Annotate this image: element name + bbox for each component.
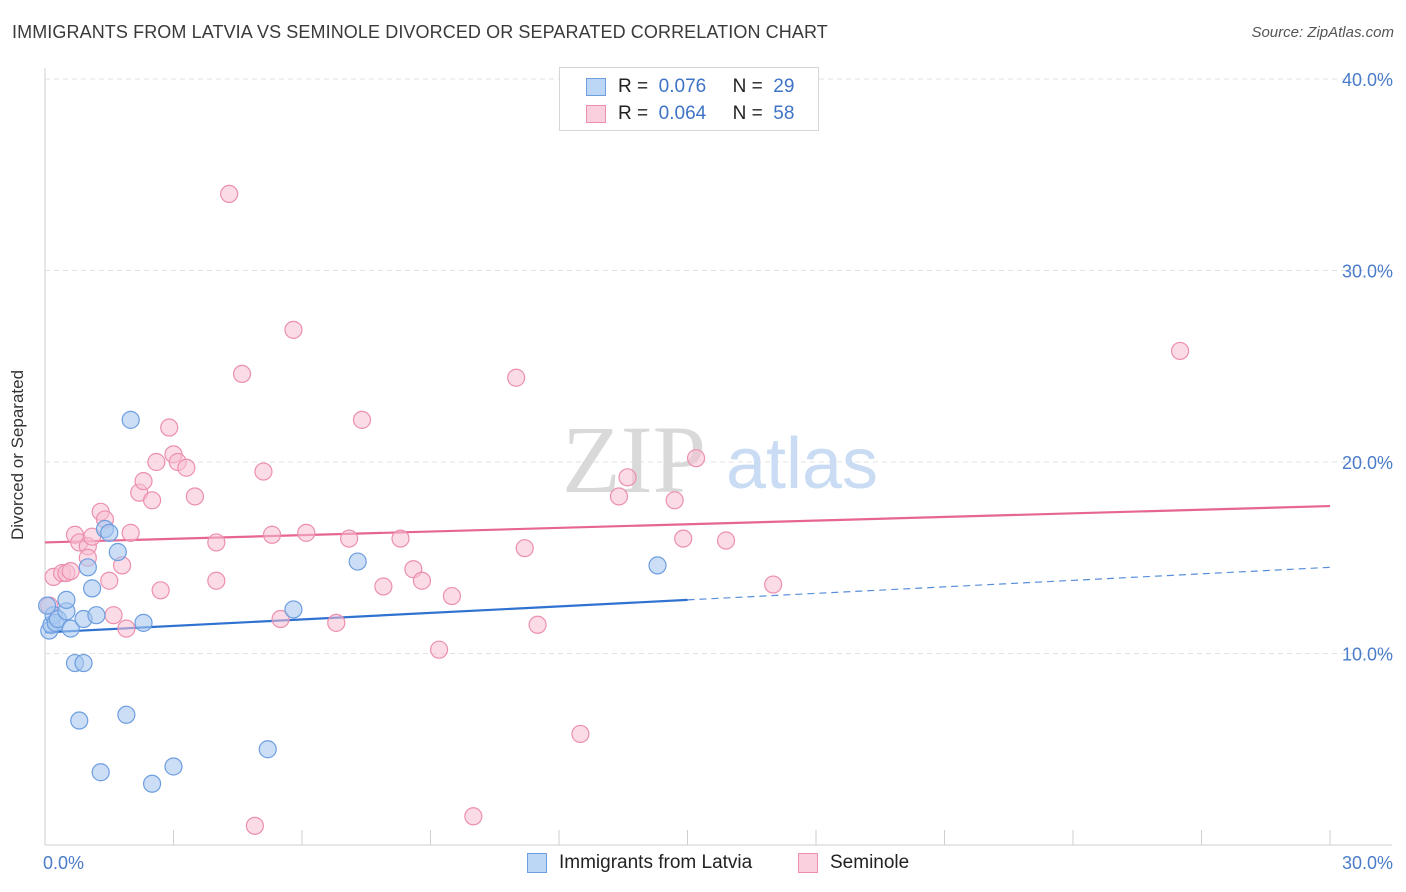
x-tick-label-min: 0.0% [43, 853, 84, 873]
latvia-point [38, 596, 57, 615]
legend-r-seminole: 0.064 [658, 103, 707, 124]
y-tick-label: 10.0% [1342, 645, 1393, 665]
legend-n-latvia: 29 [773, 76, 795, 97]
y-tick-label: 20.0% [1342, 453, 1393, 473]
seminole-point [245, 816, 264, 835]
gridlines [45, 78, 1392, 654]
seminole-point [515, 539, 534, 558]
watermark-atlas: atlas [726, 424, 878, 504]
legend-r-latvia: 0.076 [658, 76, 707, 97]
latvia-point [91, 763, 110, 782]
legend-r-label: R = [618, 103, 649, 124]
latvia-point [258, 740, 277, 759]
seminole-point [1170, 341, 1190, 361]
seminole-point [100, 571, 119, 590]
seminole-point [61, 562, 80, 581]
seminole-point [352, 410, 372, 429]
seminole-point [609, 487, 629, 506]
seminole-point [297, 523, 316, 542]
seminole-point [716, 531, 736, 550]
latvia-trend-extension [687, 566, 1331, 601]
trend-lines [44, 504, 1331, 634]
seminole-point [674, 529, 693, 548]
x-tick-label-max: 30.0% [1342, 853, 1393, 873]
legend-swatch-latvia [586, 78, 606, 96]
bottom-legend-swatch-seminole [798, 853, 818, 873]
legend-n-seminole: 58 [773, 103, 795, 124]
seminole-point [160, 418, 179, 437]
seminole-point [232, 364, 252, 384]
latvia-point [78, 558, 97, 577]
legend-r-label: R = [618, 76, 649, 97]
seminole-point [327, 613, 346, 632]
seminole-point [464, 807, 483, 826]
latvia-point [648, 556, 667, 575]
seminole-point [254, 462, 273, 481]
seminole-point [207, 533, 226, 552]
seminole-point [177, 458, 196, 477]
latvia-point [164, 757, 183, 776]
legend-n-label: N = [732, 76, 763, 97]
seminole-point [340, 529, 359, 548]
seminole-point [429, 640, 449, 659]
seminole-point [618, 468, 637, 487]
chart-title: IMMIGRANTS FROM LATVIA VS SEMINOLE DIVOR… [12, 22, 828, 42]
latvia-point [74, 653, 93, 673]
latvia-point [61, 619, 80, 638]
seminole-point [220, 184, 239, 203]
seminole-point [665, 491, 684, 510]
seminole-point [686, 449, 706, 468]
bottom-legend-label-seminole: Seminole [830, 852, 910, 873]
latvia-point [100, 523, 119, 542]
seminole-point [185, 487, 205, 506]
latvia-point [70, 711, 89, 730]
seminole-point [151, 581, 170, 600]
seminole-point [147, 452, 166, 472]
latvia-point [83, 579, 102, 598]
seminole-points [40, 184, 1190, 835]
seminole-point [374, 577, 393, 596]
seminole-point [117, 619, 136, 638]
bottom-legend-label-latvia: Immigrants from Latvia [559, 852, 753, 873]
seminole-point [442, 586, 462, 606]
seminole-point [104, 606, 123, 625]
seminole-point [764, 575, 783, 594]
tick-labels: 10.0% 20.0% 30.0% 40.0% 0.0% 30.0% [43, 70, 1393, 873]
seminole-point [284, 320, 303, 339]
seminole-point [391, 529, 410, 548]
latvia-point [134, 613, 153, 632]
seminole-trend-line [44, 504, 1331, 544]
seminole-point [271, 609, 290, 629]
latvia-points [38, 410, 667, 793]
y-tick-label: 30.0% [1342, 262, 1393, 282]
latvia-point [108, 542, 127, 562]
y-tick-label: 40.0% [1342, 70, 1393, 90]
watermark: ZIP atlas [562, 406, 878, 513]
latvia-trend-line [44, 598, 688, 634]
source-label: Source: ZipAtlas.com [1251, 24, 1394, 41]
seminole-point [412, 571, 432, 590]
seminole-point [528, 615, 547, 634]
axes [44, 68, 1392, 846]
seminole-point [207, 571, 226, 590]
seminole-point [262, 525, 282, 544]
correlation-legend: R = 0.076 N = 29 R = 0.064 N = 58 [559, 67, 819, 131]
seminole-point [142, 491, 162, 510]
watermark-zip: ZIP [562, 406, 706, 513]
latvia-point [57, 590, 76, 609]
legend-n-label: N = [732, 103, 763, 124]
latvia-point [348, 552, 367, 571]
latvia-point [121, 410, 140, 429]
legend-swatch-seminole [586, 105, 606, 123]
latvia-point [284, 600, 303, 619]
latvia-point [142, 774, 162, 793]
latvia-point [87, 606, 106, 625]
seminole-point [507, 368, 526, 387]
seminole-point [121, 523, 140, 542]
bottom-legend-swatch-latvia [527, 853, 547, 873]
seminole-point [571, 724, 590, 744]
latvia-point [117, 705, 136, 724]
seminole-point [134, 472, 153, 491]
